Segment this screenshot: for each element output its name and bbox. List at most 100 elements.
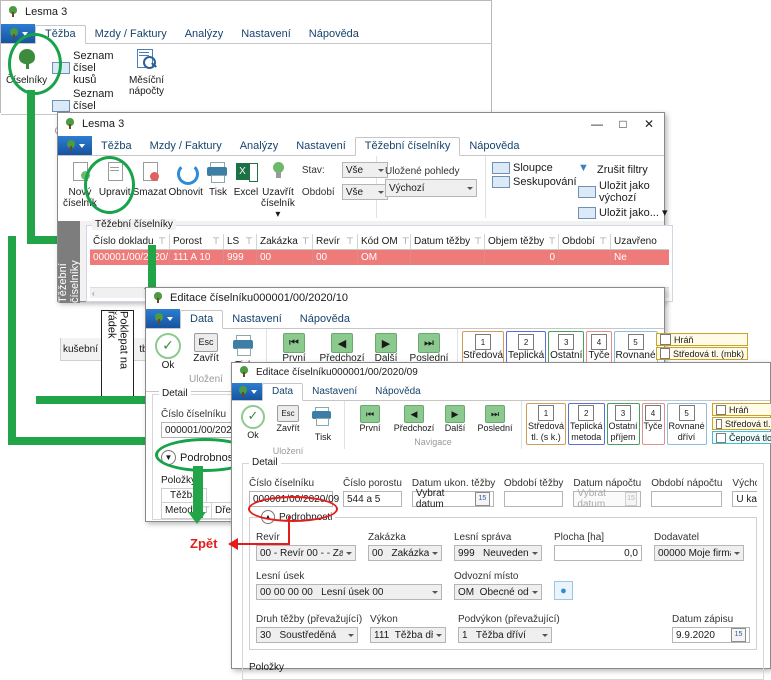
sloupce-item[interactable]: Sloupce bbox=[490, 161, 576, 175]
window2-controls[interactable]: — □ ✕ bbox=[584, 113, 662, 135]
tab2-tezebni-ciselniky[interactable]: Těžební číselníky bbox=[354, 137, 461, 156]
metoda-button-1[interactable]: 1 Středová bbox=[462, 331, 504, 364]
window-tezebni-ciselniky[interactable]: Lesma 3 — □ ✕ Těžba Mzdy / Faktury Analý… bbox=[57, 112, 673, 303]
window4-titlebar[interactable]: Editace číselníku000001/00/2020/09 bbox=[232, 363, 770, 381]
select-podvykon[interactable]: 1 Těžba dříví bbox=[458, 627, 552, 643]
prvni-button-4[interactable]: ⏮ První bbox=[349, 403, 391, 436]
select-druh-tezby[interactable]: 30 Soustředěná bbox=[256, 627, 358, 643]
window2-tabbar[interactable]: Těžba Mzdy / Faktury Analýzy Nastavení T… bbox=[58, 135, 664, 156]
select-vykon[interactable]: 111 Těžba dříví bbox=[370, 627, 446, 643]
upravit-button[interactable]: Upravit bbox=[98, 158, 132, 200]
window3-titlebar[interactable]: Editace číselníku000001/00/2020/10 bbox=[146, 288, 664, 308]
calendar-icon-3[interactable]: 15 bbox=[731, 628, 746, 642]
table-row[interactable]: 000001/00/2020/10 111 A 10 999 00 00 OM … bbox=[90, 250, 669, 265]
zavrit-button-3[interactable]: Esc Zavřít bbox=[186, 331, 226, 373]
tab2-mzdy-faktury[interactable]: Mzdy / Faktury bbox=[149, 140, 222, 152]
window4-tabbar[interactable]: Data Nastavení Nápověda bbox=[232, 381, 770, 401]
mesicni-napocty-button[interactable]: Měsíční nápočty bbox=[128, 46, 165, 125]
select-lesni-usek[interactable]: 00 00 00 00 Lesní úsek 00 bbox=[256, 584, 442, 600]
tag-hran-3[interactable]: Hráň bbox=[656, 333, 748, 346]
tag-cepova-tloustka-4[interactable]: Čepová tloušťka bbox=[712, 431, 771, 444]
metoda4-button-4[interactable]: 4 Tyče bbox=[641, 403, 665, 445]
tab-analyzy[interactable]: Analýzy bbox=[184, 28, 224, 40]
select-revir[interactable]: 00 - Revír 00 - - Zakázka 00 bbox=[256, 545, 356, 561]
select-odvozni-misto[interactable]: OM Obecné odvozní bbox=[454, 584, 542, 600]
select-zakazka[interactable]: 00 Zakázka 00 bbox=[368, 545, 442, 561]
prvni-button-3[interactable]: ⏮ První bbox=[271, 331, 317, 366]
tab4-napoveda[interactable]: Nápověda bbox=[375, 386, 421, 397]
input-datum-zapisu[interactable]: 9.9.2020 15 bbox=[672, 627, 750, 643]
window3-tabbar[interactable]: Data Nastavení Nápověda bbox=[146, 308, 664, 329]
metoda4-button-2[interactable]: 2 Teplická metoda bbox=[568, 403, 605, 445]
app-menu-button[interactable] bbox=[1, 24, 35, 43]
metoda4-button-3[interactable]: 3 Ostatní příjem bbox=[606, 403, 640, 445]
maximize-icon[interactable]: □ bbox=[619, 117, 627, 131]
uzavrit-ciselnik-button[interactable]: Uzavřít číselník ▾ bbox=[260, 158, 296, 222]
metoda-button-3[interactable]: 3 Ostatní bbox=[548, 331, 585, 364]
zrusit-filtry-item[interactable]: ▼ Zrušit filtry bbox=[576, 161, 675, 179]
input-cislo-porostu[interactable]: 544 a 5 bbox=[343, 491, 402, 507]
window4-podrobnosti-expander[interactable]: ▲ Podrobnosti bbox=[258, 510, 336, 524]
map-pin-button[interactable]: ● bbox=[554, 581, 573, 600]
obdobi-select[interactable]: Vše bbox=[341, 184, 388, 200]
input-obdobi-tezby[interactable] bbox=[503, 491, 564, 507]
input-cislo-ciselniku[interactable]: 000001/00/2020/09 bbox=[249, 491, 339, 507]
select-dodavatel[interactable]: 00000 Moje firma bbox=[654, 545, 744, 561]
tag-stredova-tl-3[interactable]: Středová tl. (mbk) bbox=[656, 347, 748, 360]
tab2-nastaveni[interactable]: Nastavení bbox=[296, 140, 346, 152]
tag-stredova-tl-4[interactable]: Středová tl. (mbk) bbox=[712, 417, 771, 430]
excel-button[interactable]: X Excel bbox=[232, 158, 260, 200]
calendar-icon-1[interactable]: 15 bbox=[474, 492, 490, 506]
window-editace-ciselniku-09[interactable]: Editace číselníku000001/00/2020/09 Data … bbox=[231, 362, 771, 680]
tab2-analyzy[interactable]: Analýzy bbox=[239, 140, 279, 152]
vertical-tab-tezebni-ciselniky[interactable]: Těžební číselníky bbox=[57, 221, 81, 303]
novy-ciselnik-button[interactable]: Nový číselník bbox=[62, 158, 98, 211]
ok-button-3[interactable]: ✓ Ok bbox=[150, 331, 186, 373]
tisk-button[interactable]: Tisk bbox=[204, 158, 232, 200]
metoda4-button-5[interactable]: 5 Rovnané dříví bbox=[666, 403, 707, 445]
app-menu-button-2[interactable] bbox=[58, 136, 92, 155]
posledni-button-3[interactable]: ⏭ Poslední bbox=[405, 331, 453, 366]
tab2-tezba[interactable]: Těžba bbox=[101, 140, 132, 152]
window1-tabbar[interactable]: Těžba Mzdy / Faktury Analýzy Nastavení N… bbox=[1, 23, 491, 44]
minimize-icon[interactable]: — bbox=[591, 117, 603, 131]
window-lesma3-main[interactable]: Lesma 3 Těžba Mzdy / Faktury Analýzy Nas… bbox=[0, 0, 492, 137]
tab-tezba[interactable]: Těžba bbox=[35, 25, 86, 44]
window2-titlebar[interactable]: Lesma 3 — □ ✕ bbox=[58, 113, 664, 135]
tab4-data[interactable]: Data bbox=[262, 383, 304, 401]
tag-hran-4[interactable]: Hráň bbox=[712, 403, 771, 416]
tab-nastaveni[interactable]: Nastavení bbox=[241, 28, 291, 40]
tab-mzdy-faktury[interactable]: Mzdy / Faktury bbox=[94, 28, 167, 40]
input-plocha-ha[interactable]: 0,0 bbox=[554, 545, 642, 561]
metoda4-button-1[interactable]: 1 Středová tl. (s k.) bbox=[526, 403, 566, 445]
seskupovani-item[interactable]: Seskupování bbox=[490, 175, 577, 189]
ok-button-4[interactable]: ✓ Ok bbox=[236, 403, 270, 445]
tab3-data[interactable]: Data bbox=[180, 310, 224, 329]
close-icon[interactable]: ✕ bbox=[643, 117, 655, 131]
dalsi-button-4[interactable]: ▶ Další bbox=[437, 403, 473, 436]
select-lesni-sprava[interactable]: 999 Neuvedeno bbox=[454, 545, 542, 561]
ciselniky-button[interactable]: Číselníky bbox=[5, 46, 48, 125]
window1-titlebar[interactable]: Lesma 3 bbox=[1, 1, 491, 23]
ulozit-jako-vychozi-item[interactable]: Uložit jako výchozí bbox=[576, 179, 675, 205]
input-vychozi[interactable]: U kaž bbox=[732, 491, 757, 507]
stav-select[interactable]: Vše bbox=[341, 162, 388, 178]
tab3-nastaveni[interactable]: Nastavení bbox=[232, 313, 282, 325]
metoda-button-5[interactable]: 5 Rovnané bbox=[613, 331, 658, 364]
dalsi-button-3[interactable]: ▶ Další bbox=[367, 331, 405, 366]
bottom-tab-1[interactable]: kušební li bbox=[63, 343, 106, 355]
metoda-button-2[interactable]: 2 Teplická bbox=[506, 331, 547, 364]
input-datum-ukon-tezby[interactable]: Vybrat datum 15 bbox=[411, 488, 494, 510]
tab3-napoveda[interactable]: Nápověda bbox=[299, 313, 350, 325]
tab2-napoveda[interactable]: Nápověda bbox=[469, 140, 520, 152]
app-menu-button-3[interactable] bbox=[146, 309, 180, 328]
predchozi-button-4[interactable]: ◀ Předchozí bbox=[391, 403, 437, 436]
ulozene-pohledy-select[interactable]: Výchozí bbox=[385, 179, 477, 197]
posledni-button-4[interactable]: ⏭ Poslední bbox=[473, 403, 517, 436]
window3-podrobnosti-expander[interactable]: ▼ Podrobnosti bbox=[161, 450, 649, 465]
tab4-nastaveni[interactable]: Nastavení bbox=[312, 386, 358, 397]
seznam-cisel-kusu-item[interactable]: Seznam čísel kusů bbox=[48, 49, 124, 87]
smazat-button[interactable]: Smazat bbox=[132, 158, 168, 200]
ulozit-jako-item[interactable]: Uložit jako... ▾ bbox=[576, 205, 675, 220]
input-obdobi-napoctu[interactable] bbox=[651, 491, 723, 507]
